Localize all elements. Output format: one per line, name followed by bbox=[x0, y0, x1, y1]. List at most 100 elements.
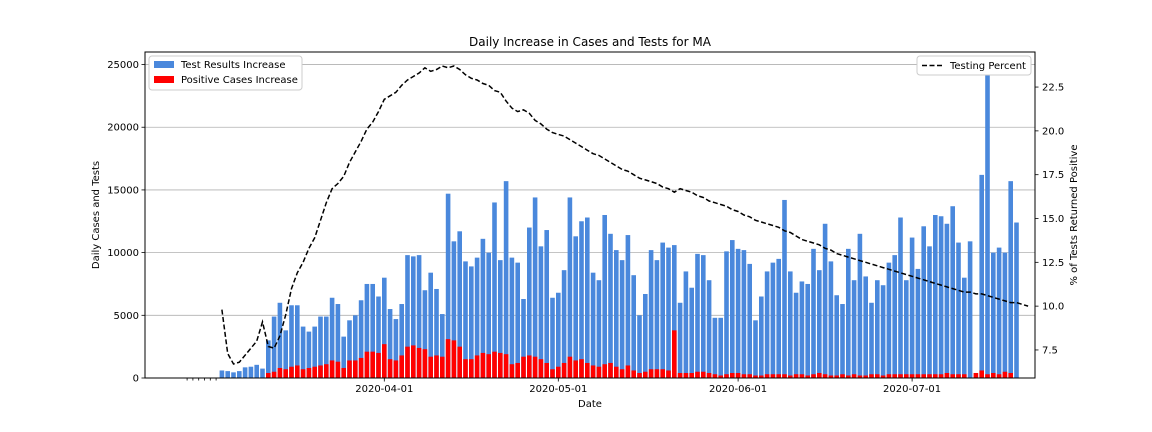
bar-positive bbox=[950, 374, 955, 378]
bar-positive bbox=[341, 367, 346, 378]
bar-tests bbox=[405, 255, 410, 378]
bar-tests bbox=[689, 287, 694, 378]
bar-positive bbox=[880, 375, 886, 378]
bar-tests bbox=[550, 297, 555, 378]
bar-positive bbox=[445, 339, 451, 378]
bar-tests bbox=[730, 240, 735, 378]
bar-positive bbox=[933, 374, 938, 378]
y-tick-label-25000: 25000 bbox=[107, 60, 139, 71]
bar-positive bbox=[915, 374, 921, 378]
bar-positive bbox=[434, 355, 439, 378]
y-tick-label-15000: 15000 bbox=[107, 185, 139, 196]
bar-tests bbox=[556, 292, 561, 378]
bar-tests bbox=[445, 193, 451, 378]
x-tick-label-2020-07-01: 2020-07-01 bbox=[883, 384, 941, 395]
bar-positive bbox=[741, 374, 747, 378]
y2-axis-title: % of Tests Returned Positive bbox=[1069, 145, 1080, 286]
bar-tests bbox=[938, 216, 944, 378]
bar-positive bbox=[822, 374, 828, 378]
bar-tests bbox=[846, 248, 851, 378]
bar-tests bbox=[648, 250, 654, 378]
bar-tests bbox=[631, 275, 636, 378]
bar-tests bbox=[358, 300, 364, 378]
bar-tests bbox=[782, 199, 787, 378]
bar-positive bbox=[376, 352, 381, 378]
bar-positive bbox=[300, 369, 306, 378]
bar-tests bbox=[979, 174, 984, 378]
x-tick-label-2020-06-01: 2020-06-01 bbox=[709, 384, 767, 395]
plot-area bbox=[144, 51, 1036, 379]
bar-positive bbox=[770, 374, 776, 378]
bar-positive bbox=[689, 372, 694, 378]
bar-positive bbox=[875, 374, 880, 378]
bar-tests bbox=[376, 296, 381, 378]
bar-tests bbox=[805, 283, 810, 378]
bar-tests bbox=[451, 241, 457, 378]
bar-positive bbox=[938, 374, 944, 378]
bar-positive bbox=[561, 362, 567, 378]
x-tick-label-2020-04-01: 2020-04-01 bbox=[355, 384, 413, 395]
bar-positive bbox=[759, 375, 764, 378]
bar-tests bbox=[370, 283, 375, 378]
bar-positive bbox=[585, 362, 590, 378]
bar-positive bbox=[451, 340, 457, 378]
bar-positive bbox=[909, 374, 915, 378]
bar-tests bbox=[880, 285, 886, 378]
bar-tests bbox=[817, 270, 822, 378]
bar-tests bbox=[538, 246, 544, 378]
bar-tests bbox=[619, 260, 625, 378]
y-tick-label-10000: 10000 bbox=[107, 248, 139, 259]
bar-positive bbox=[387, 359, 393, 378]
bar-tests bbox=[544, 230, 549, 378]
bar-tests bbox=[921, 226, 926, 378]
bar-positive bbox=[788, 375, 793, 378]
bar-positive bbox=[538, 359, 544, 378]
bar-positive bbox=[329, 360, 335, 378]
bar-tests bbox=[660, 242, 665, 378]
bar-positive bbox=[753, 375, 758, 378]
bar-positive bbox=[399, 355, 404, 378]
bar-tests bbox=[706, 280, 712, 378]
bar-tests bbox=[799, 281, 805, 378]
bar-tests bbox=[985, 68, 990, 379]
bar-positive bbox=[666, 370, 671, 378]
bar-positive bbox=[840, 374, 845, 378]
bar-tests bbox=[741, 250, 747, 378]
bar-tests bbox=[672, 245, 677, 378]
bar-tests bbox=[625, 235, 631, 378]
bar-positive bbox=[718, 375, 723, 378]
bar-tests bbox=[718, 317, 723, 378]
bar-positive bbox=[863, 375, 868, 378]
bar-positive bbox=[509, 364, 515, 378]
bar-positive bbox=[283, 369, 288, 378]
bar-positive bbox=[672, 330, 677, 378]
bar-tests bbox=[341, 336, 346, 378]
bar-tests bbox=[927, 246, 932, 378]
bar-tests bbox=[440, 314, 445, 378]
bar-positive bbox=[405, 346, 410, 378]
bar-positive bbox=[654, 369, 660, 378]
bar-positive bbox=[805, 375, 810, 378]
bar-tests bbox=[527, 227, 532, 378]
bar-positive bbox=[503, 354, 509, 378]
bar-tests bbox=[840, 304, 845, 378]
bar-positive bbox=[550, 369, 555, 378]
bar-positive bbox=[985, 374, 990, 378]
bar-positive bbox=[892, 374, 897, 378]
bar-positive bbox=[532, 356, 538, 378]
y2-tick-label-10.0: 10.0 bbox=[1042, 302, 1064, 313]
bar-tests bbox=[393, 319, 399, 378]
bar-positive bbox=[370, 351, 375, 378]
bar-tests bbox=[677, 302, 683, 378]
bar-positive bbox=[979, 370, 984, 378]
y2-tick-label-20.0: 20.0 bbox=[1042, 126, 1064, 137]
bar-tests bbox=[851, 280, 857, 378]
bar-positive bbox=[567, 356, 573, 378]
y2-tick-label-15.0: 15.0 bbox=[1042, 214, 1064, 225]
bar-tests bbox=[486, 252, 491, 378]
bar-positive bbox=[457, 346, 462, 378]
bar-positive bbox=[596, 366, 602, 378]
bar-tests bbox=[318, 316, 323, 378]
bar-positive bbox=[643, 371, 648, 378]
bar-positive bbox=[353, 360, 358, 378]
